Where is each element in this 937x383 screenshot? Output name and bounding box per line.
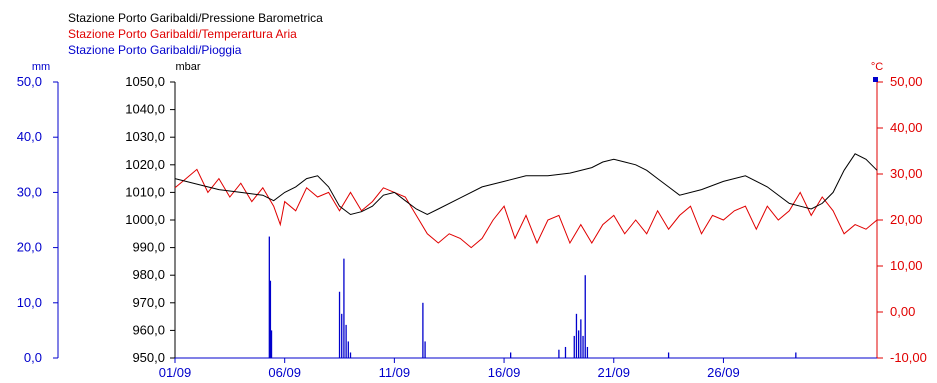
- x-tick-label: 06/09: [268, 365, 301, 380]
- pressure-tick-label: 980,0: [132, 267, 165, 282]
- x-tick-label: 16/09: [488, 365, 521, 380]
- pressure-tick-label: 1010,0: [125, 184, 165, 199]
- legend-rain: Stazione Porto Garibaldi/Pioggia: [68, 43, 242, 57]
- pressure-tick-label: 970,0: [132, 295, 165, 310]
- x-tick-label: 26/09: [707, 365, 740, 380]
- temperature-tick-label: 40,00: [890, 120, 923, 135]
- pressure-axis-unit: mbar: [175, 61, 200, 73]
- rain-axis-unit: mm: [32, 61, 50, 73]
- pressure-line: [174, 153, 878, 216]
- temperature-line: [174, 168, 878, 249]
- rain-tick-label: 10,0: [17, 295, 42, 310]
- pressure-tick-label: 1030,0: [125, 129, 165, 144]
- pressure-tick-label: 1000,0: [125, 212, 165, 227]
- temperature-tick-label: 20,00: [890, 212, 923, 227]
- legend-pressure: Stazione Porto Garibaldi/Pressione Barom…: [68, 11, 323, 25]
- axis-corner-marker: [873, 77, 878, 82]
- rain-tick-label: 20,0: [17, 240, 42, 255]
- temperature-tick-label: 0,00: [890, 304, 915, 319]
- pressure-tick-label: 1020,0: [125, 157, 165, 172]
- temperature-tick-label: -10,00: [890, 350, 927, 365]
- temperature-axis-unit: °C: [871, 61, 883, 73]
- x-tick-label: 01/09: [159, 365, 192, 380]
- pressure-tick-label: 990,0: [132, 240, 165, 255]
- temperature-tick-label: 10,00: [890, 258, 923, 273]
- rain-tick-label: 50,0: [17, 74, 42, 89]
- pressure-tick-label: 950,0: [132, 350, 165, 365]
- x-tick-label: 11/09: [379, 365, 411, 380]
- pressure-tick-label: 1050,0: [125, 74, 165, 89]
- pressure-tick-label: 960,0: [132, 322, 165, 337]
- x-tick-label: 21/09: [597, 365, 630, 380]
- temperature-tick-label: 50,00: [890, 74, 923, 89]
- rain-tick-label: 40,0: [17, 129, 42, 144]
- rain-tick-label: 30,0: [17, 184, 42, 199]
- pressure-tick-label: 1040,0: [125, 102, 165, 117]
- rain-tick-label: 0,0: [24, 350, 42, 365]
- legend-temperature: Stazione Porto Garibaldi/Temperartura Ar…: [68, 27, 297, 41]
- temperature-tick-label: 30,00: [890, 166, 923, 181]
